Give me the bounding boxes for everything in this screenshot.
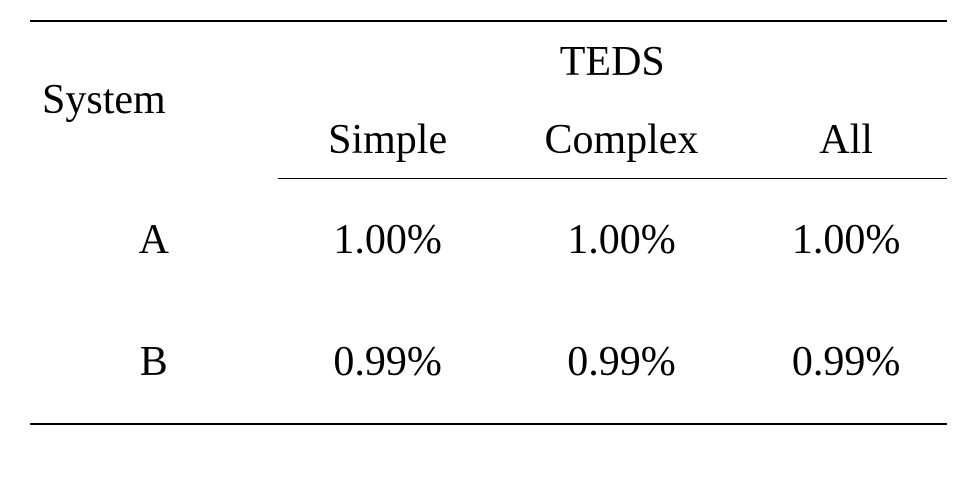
- cell-all: 0.99%: [745, 301, 947, 424]
- header-col-simple: Simple: [278, 102, 498, 179]
- header-group-teds: TEDS: [278, 21, 947, 102]
- cell-complex: 0.99%: [498, 301, 746, 424]
- teds-table: System TEDS Simple Complex All A 1.00% 1…: [30, 20, 947, 425]
- cell-all: 1.00%: [745, 179, 947, 302]
- cell-system: A: [30, 179, 278, 302]
- cell-system: B: [30, 301, 278, 424]
- header-system: System: [30, 21, 278, 179]
- header-col-complex: Complex: [498, 102, 746, 179]
- cell-complex: 1.00%: [498, 179, 746, 302]
- cell-simple: 0.99%: [278, 301, 498, 424]
- table-row: B 0.99% 0.99% 0.99%: [30, 301, 947, 424]
- table-container: System TEDS Simple Complex All A 1.00% 1…: [0, 0, 977, 503]
- header-col-all: All: [745, 102, 947, 179]
- table-row: A 1.00% 1.00% 1.00%: [30, 179, 947, 302]
- cell-simple: 1.00%: [278, 179, 498, 302]
